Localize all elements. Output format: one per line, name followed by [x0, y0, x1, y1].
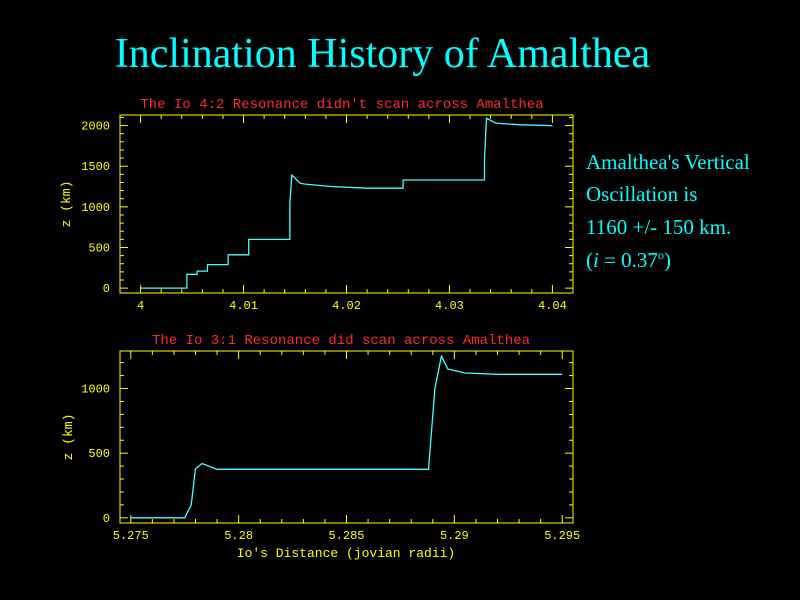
y-tick-label: 500	[88, 447, 110, 461]
chart-2-frame	[119, 350, 574, 524]
annotation-degree-symbol: o	[657, 248, 664, 262]
x-tick-label: 4.02	[332, 299, 361, 313]
y-tick-label: 1000	[81, 201, 110, 215]
chart-1-y-axis-label: z (km)	[59, 181, 74, 228]
chart-2-x-axis-label: Io's Distance (jovian radii)	[237, 546, 455, 561]
annotation-open-paren: (	[586, 248, 593, 272]
x-tick-label: 4.01	[229, 299, 258, 313]
annotation-close-paren: )	[663, 248, 671, 272]
y-tick-label: 500	[88, 241, 110, 255]
y-tick-label: 1500	[81, 160, 110, 174]
chart-2-y-axis-label: z (km)	[61, 414, 76, 461]
annotation-variable: i	[593, 248, 599, 272]
chart-2-ticks: 5.275 5.28 5.285 5.29 5.295 0 500 1000	[81, 351, 580, 543]
chart-1-marks	[140, 117, 553, 289]
y-tick-label: 0	[103, 512, 110, 526]
plot-frame	[119, 350, 574, 524]
x-tick-label: 4.04	[538, 299, 567, 313]
x-tick-label: 5.29	[440, 529, 469, 543]
annotation-line-1: Amalthea's Vertical	[586, 150, 750, 174]
x-tick-label: 5.295	[544, 529, 580, 543]
chart-2-marks	[130, 354, 563, 519]
series-line-1	[130, 354, 563, 519]
y-tick-label: 0	[103, 282, 110, 296]
y-tick-label: 1000	[81, 383, 110, 397]
chart-1-title: The Io 4:2 Resonance didn't scan across …	[140, 97, 543, 113]
x-tick-label: 5.275	[113, 529, 149, 543]
x-tick-label: 4	[137, 299, 144, 313]
annotation-line-2: Oscillation is	[586, 182, 698, 206]
annotation-line-4: (i = 0.37o)	[586, 248, 800, 273]
y-tick-label: 2000	[81, 120, 110, 134]
chart-2-title: The Io 3:1 Resonance did scan across Ama…	[152, 333, 530, 349]
series-line-1	[140, 117, 553, 289]
annotation-value: = 0.37	[598, 248, 658, 272]
chart-1-ticks: 4 4.01 4.02 4.03 4.04 0 500 1000 1500 2000	[81, 115, 574, 313]
x-tick-label: 5.285	[328, 529, 364, 543]
x-tick-label: 4.03	[435, 299, 464, 313]
page-title: Inclination History of Amalthea	[114, 31, 651, 77]
annotation-line-3: 1160 +/- 150 km.	[586, 215, 732, 239]
x-tick-label: 5.28	[224, 529, 253, 543]
